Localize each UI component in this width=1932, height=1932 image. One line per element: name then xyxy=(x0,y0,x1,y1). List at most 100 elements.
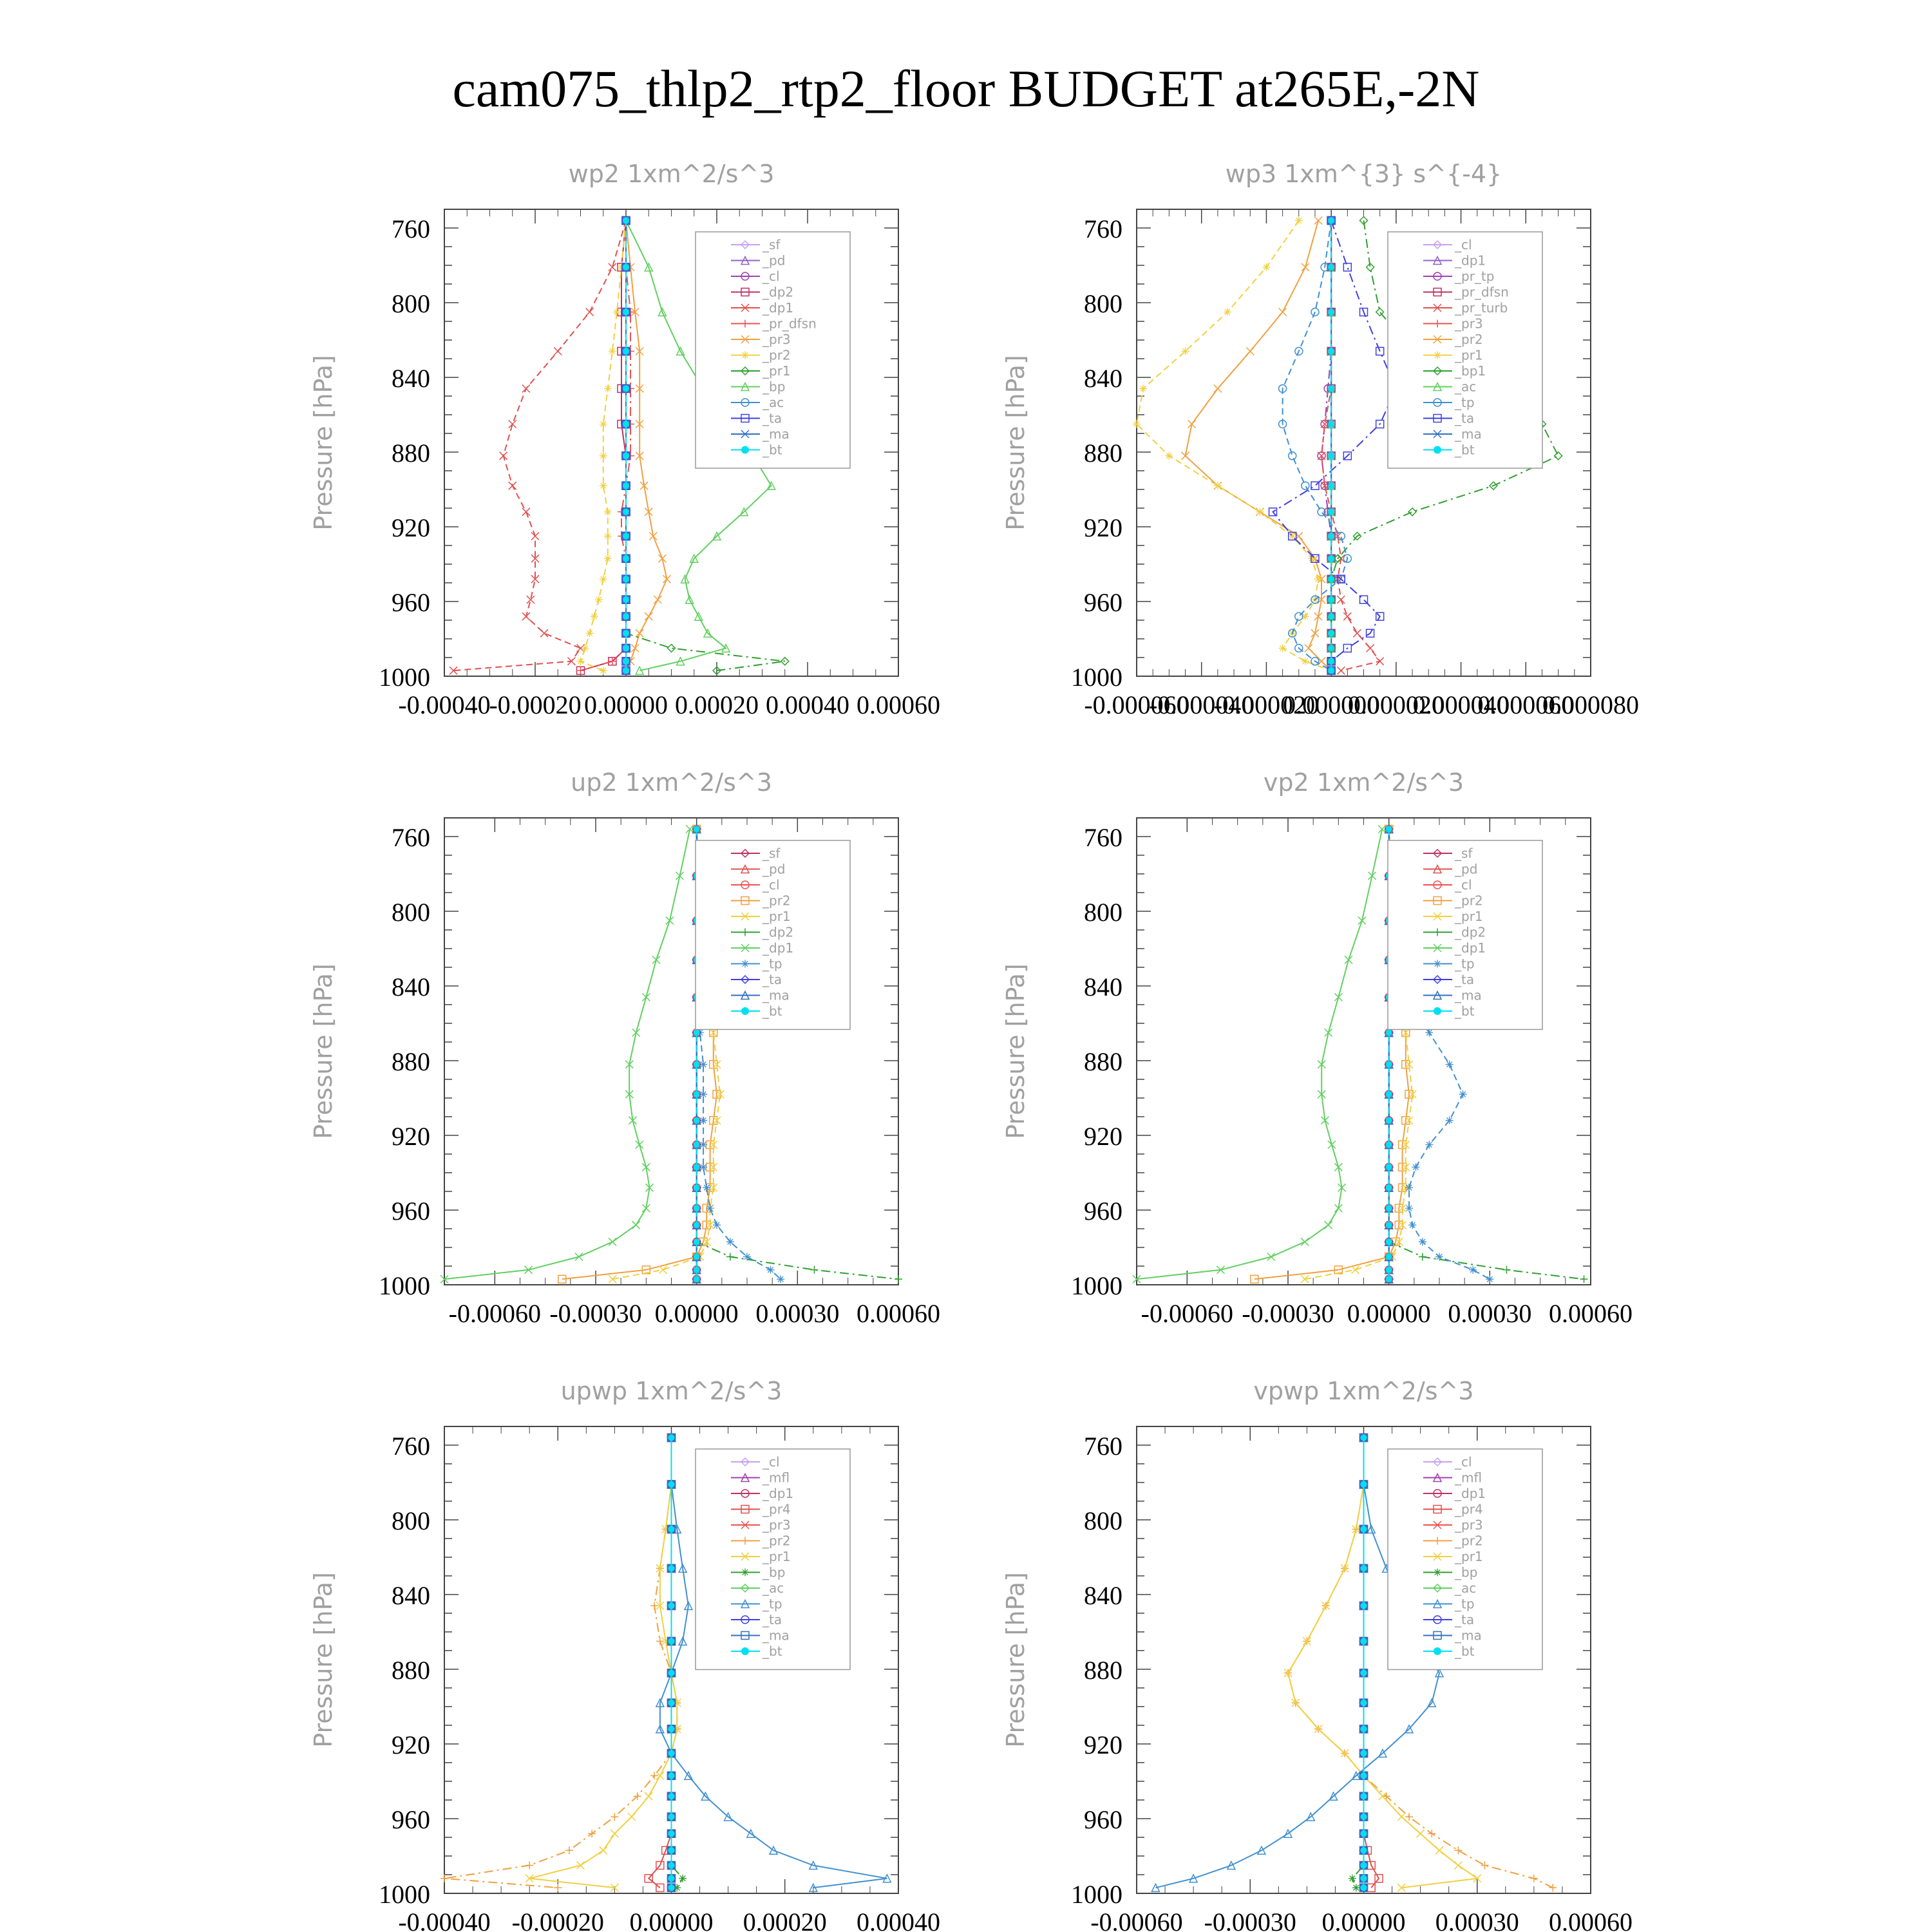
figure-title: cam075_thlp2_rtp2_floor BUDGET at265E,-2… xyxy=(453,59,1480,118)
legend-marker xyxy=(1434,351,1441,359)
data-point-pr2 xyxy=(650,1602,659,1610)
y-tick-label: 880 xyxy=(1084,1656,1122,1685)
data-point-pr1 xyxy=(1291,1698,1300,1707)
data-point-dp1 xyxy=(1267,1252,1276,1262)
data-point-bp xyxy=(680,574,690,583)
y-tick-label: 840 xyxy=(1084,1581,1122,1610)
series-line-tp xyxy=(659,1437,887,1889)
y-tick-label: 1000 xyxy=(1071,1271,1122,1300)
data-point-pr2 xyxy=(633,1792,641,1801)
data-point-dp1 xyxy=(440,1274,449,1283)
legend-label: _pr3 xyxy=(1454,1517,1483,1533)
data-point-bt xyxy=(693,1117,700,1124)
legend-label: _bp xyxy=(762,379,785,395)
x-tick-label: 0.000060 xyxy=(1477,690,1574,719)
x-tick-label: 0.00000 xyxy=(1347,1299,1431,1328)
data-point-pr_turb xyxy=(1333,574,1342,583)
data-point-pr3 xyxy=(644,612,653,621)
data-point-dp1 xyxy=(540,629,549,638)
data-point-dp1 xyxy=(641,992,650,1001)
legend-label: _pr2 xyxy=(762,893,791,909)
data-point-dp1 xyxy=(526,595,535,604)
legend-marker xyxy=(740,974,750,985)
data-point-pr3 xyxy=(635,629,644,638)
legend-marker xyxy=(1432,255,1443,265)
data-point-pr1 xyxy=(1133,420,1141,428)
data-point-bt xyxy=(623,576,629,583)
data-point-tp xyxy=(1294,612,1303,621)
data-point-dp1 xyxy=(449,666,458,675)
data-point-ta xyxy=(1336,574,1345,583)
legend-marker xyxy=(1434,960,1441,968)
data-point-bp xyxy=(1348,1874,1356,1882)
data-point-bt xyxy=(668,1669,675,1676)
legend-label: _ac xyxy=(1454,379,1476,395)
data-point-pr1 xyxy=(1213,482,1222,490)
data-point-dp1 xyxy=(585,307,594,317)
data-point-tp xyxy=(699,1090,708,1099)
data-point-pr1 xyxy=(1398,1220,1407,1229)
data-point-tp xyxy=(1412,1163,1420,1171)
legend-label: _dp1 xyxy=(1454,253,1486,269)
x-tick-label: -0.00060 xyxy=(1141,1299,1233,1328)
data-point-tp xyxy=(1306,1812,1316,1821)
data-point-tp xyxy=(1301,481,1310,490)
legend-label: _pr_dfsn xyxy=(1454,285,1509,300)
data-point-pr1 xyxy=(1307,554,1316,563)
data-point-bt xyxy=(623,348,629,355)
data-point-bt xyxy=(623,385,629,392)
legend-label: _bt xyxy=(762,1003,782,1019)
data-point-pr1 xyxy=(780,656,790,666)
data-point-dp1 xyxy=(1334,1204,1343,1213)
data-point-pr2 xyxy=(1278,307,1287,317)
data-point-dp1 xyxy=(632,1028,641,1037)
data-point-tp xyxy=(808,1882,819,1893)
legend-label: _bp1 xyxy=(1454,363,1486,379)
data-point-bt xyxy=(693,1205,700,1212)
data-point-pr2 xyxy=(1311,629,1320,638)
legend-label: _pr3 xyxy=(762,1517,791,1533)
legend-marker xyxy=(740,1457,750,1467)
y-axis-label: Pressure [hPa] xyxy=(1001,1572,1030,1748)
x-tick-label: 0.00000 xyxy=(1322,1908,1406,1932)
y-tick-label: 760 xyxy=(1084,823,1122,852)
legend-marker xyxy=(1432,366,1443,376)
x-tick-label: 0.00060 xyxy=(857,690,940,719)
data-point-dp1 xyxy=(1132,1274,1141,1283)
data-point-tp xyxy=(655,1724,665,1734)
y-tick-label: 880 xyxy=(392,1656,430,1685)
x-tick-label: -0.000040 xyxy=(1149,690,1254,719)
legend-label: _tp xyxy=(1454,395,1475,410)
data-point-pr2 xyxy=(1334,1265,1343,1274)
legend-marker xyxy=(741,287,750,297)
data-point-dp1 xyxy=(635,1140,644,1150)
data-point-bt xyxy=(1360,1700,1367,1707)
y-tick-label: 840 xyxy=(392,972,430,1001)
series-group xyxy=(440,1432,892,1893)
data-point-ta xyxy=(1375,346,1385,356)
data-point-dp2 xyxy=(895,1275,902,1283)
data-point-pr2 xyxy=(565,1846,573,1855)
data-point-pr_dfsn xyxy=(576,667,585,675)
data-point-tp xyxy=(808,1860,819,1870)
data-point-pr3 xyxy=(644,507,653,516)
data-point-pr2 xyxy=(1530,1874,1538,1882)
data-point-bt xyxy=(693,1253,700,1260)
legend-marker xyxy=(741,1537,749,1545)
data-point-pr_turb xyxy=(1343,612,1352,621)
data-point-pr1 xyxy=(1454,1861,1463,1870)
data-point-tp xyxy=(1329,1791,1338,1801)
data-point-pr2 xyxy=(1428,1830,1436,1838)
data-point-pr1 xyxy=(709,1162,718,1171)
data-point-pr_turb xyxy=(1336,595,1345,604)
data-point-bp1 xyxy=(1359,216,1368,225)
data-point-tp xyxy=(699,1141,708,1149)
legend-marker xyxy=(741,351,749,359)
data-point-pr2 xyxy=(599,482,607,490)
legend-label: _ac xyxy=(762,1580,784,1596)
x-tick-label: 0.00030 xyxy=(1448,1299,1531,1328)
data-point-dp1 xyxy=(628,1116,637,1125)
x-tick-label: 0.000040 xyxy=(1413,690,1510,719)
series-group xyxy=(449,215,790,676)
data-point-pr1 xyxy=(1224,308,1231,316)
